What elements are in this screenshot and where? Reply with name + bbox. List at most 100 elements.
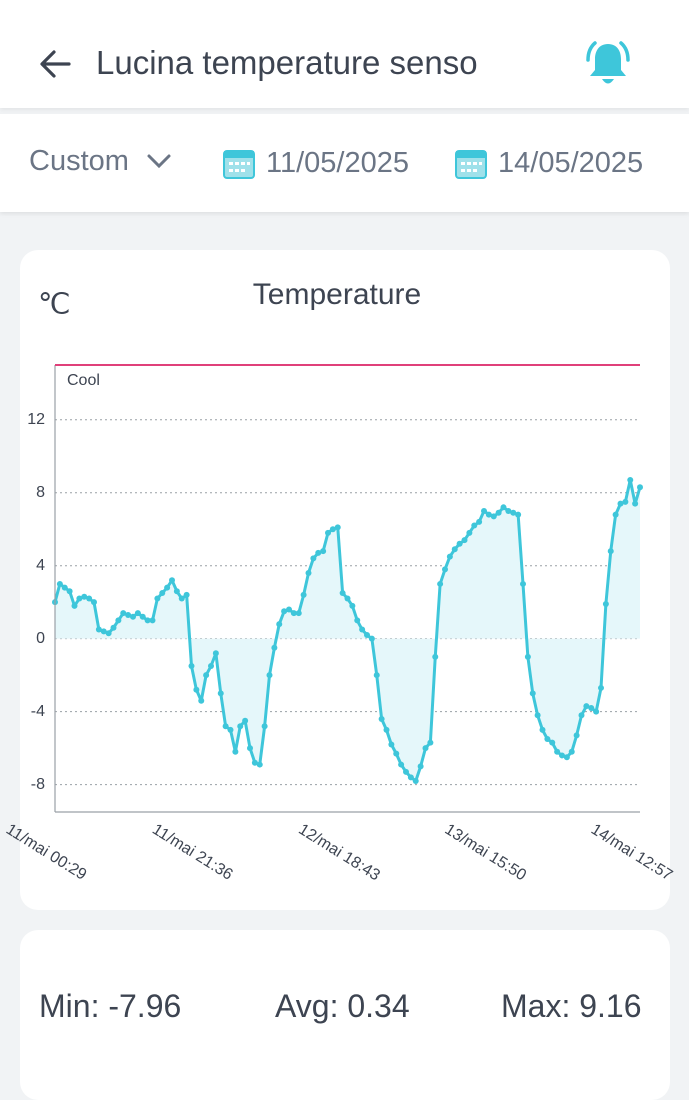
data-point [251, 759, 258, 766]
data-point [476, 518, 483, 525]
data-point [286, 606, 292, 613]
app-bar: Lucina temperature senso [0, 0, 689, 108]
end-date[interactable]: 14/05/2025 [498, 147, 644, 179]
data-point [222, 723, 229, 730]
data-point [485, 511, 492, 518]
data-point [383, 726, 390, 733]
start-date[interactable]: 11/05/2025 [266, 147, 409, 179]
max-stat: Max: 9.16 [501, 988, 642, 1024]
data-point [593, 708, 600, 715]
data-point [471, 522, 478, 529]
data-point [524, 653, 531, 660]
calendar-icon [455, 150, 487, 179]
data-point [412, 777, 419, 784]
data-point [208, 663, 214, 670]
y-tick-label: 12 [27, 411, 45, 428]
data-point [154, 595, 161, 602]
back-button[interactable] [38, 48, 72, 80]
data-point [559, 752, 565, 759]
data-point [534, 712, 541, 719]
data-point [612, 511, 619, 518]
data-point [193, 686, 200, 693]
data-point [481, 507, 487, 514]
stats-card: Min: -7.96 Avg: 0.34 Max: 9.16 [20, 930, 670, 1100]
y-axis-label: ℃ [38, 289, 71, 321]
data-point [583, 703, 590, 710]
data-point [520, 580, 526, 587]
avg-stat: Avg: 0.34 [275, 988, 410, 1024]
data-point [256, 761, 263, 768]
data-point [602, 601, 609, 608]
data-point [169, 577, 175, 584]
y-tick-label: 0 [36, 630, 45, 647]
y-tick-label: -8 [31, 776, 45, 793]
data-point [139, 613, 146, 620]
data-point [266, 672, 273, 679]
y-tick-label: 4 [36, 557, 45, 574]
data-point [515, 511, 522, 518]
x-tick-label: 12/mai 18:43 [295, 821, 383, 884]
data-point [442, 566, 448, 573]
data-point [76, 595, 83, 602]
data-point [81, 593, 88, 600]
data-point [310, 555, 317, 562]
chart-title: Temperature [253, 278, 421, 311]
chart: ℃ Temperature -8 -4 0 4 8 12 Cool 11/mai 00:29 1… [3, 278, 676, 885]
range-select[interactable]: Custom [29, 145, 129, 177]
data-point [549, 739, 556, 746]
threshold-label: Cool [67, 372, 100, 389]
date-filter: Custom 11/05/2025 14/05/2025 [0, 114, 689, 212]
x-tick-label: 13/mai 15:50 [442, 821, 530, 884]
area-fill [55, 479, 640, 781]
data-point [393, 750, 400, 757]
data-point [159, 590, 166, 597]
data-point [227, 726, 234, 733]
data-point [247, 745, 253, 752]
data-point [407, 774, 414, 781]
data-point [305, 569, 312, 576]
data-point [568, 748, 575, 755]
data-point [456, 540, 463, 547]
data-point [173, 588, 180, 595]
data-point [427, 739, 434, 746]
data-point [320, 548, 327, 555]
data-point [95, 626, 102, 633]
data-point [403, 768, 409, 775]
data-point [446, 553, 453, 560]
data-point [232, 748, 239, 755]
data-point [134, 610, 141, 617]
data-point [66, 588, 73, 595]
data-point [461, 537, 468, 544]
data-point [261, 723, 268, 730]
data-point [212, 650, 219, 657]
data-point [334, 524, 341, 531]
data-point [276, 621, 283, 628]
data-point [329, 526, 336, 533]
data-point [125, 611, 132, 618]
data-point [271, 644, 278, 651]
data-point [105, 630, 112, 637]
data-point [505, 507, 512, 514]
data-point [295, 610, 302, 617]
data-point [61, 584, 68, 591]
data-point [281, 608, 288, 615]
data-point [578, 712, 585, 719]
data-point [422, 745, 429, 752]
data-point [373, 672, 380, 679]
x-tick-label: 11/mai 00:29 [3, 821, 90, 884]
data-point [417, 763, 424, 770]
data-point [529, 690, 536, 697]
data-point [110, 624, 117, 631]
alarm-button[interactable] [580, 38, 636, 90]
data-point [364, 632, 370, 639]
data-point [607, 548, 614, 555]
y-tick-label: -4 [31, 703, 45, 720]
data-point [437, 580, 444, 587]
data-point [188, 663, 195, 670]
data-point [315, 549, 322, 556]
data-point [86, 595, 93, 602]
data-point [144, 617, 151, 624]
data-point [398, 761, 405, 768]
data-point [203, 672, 210, 679]
